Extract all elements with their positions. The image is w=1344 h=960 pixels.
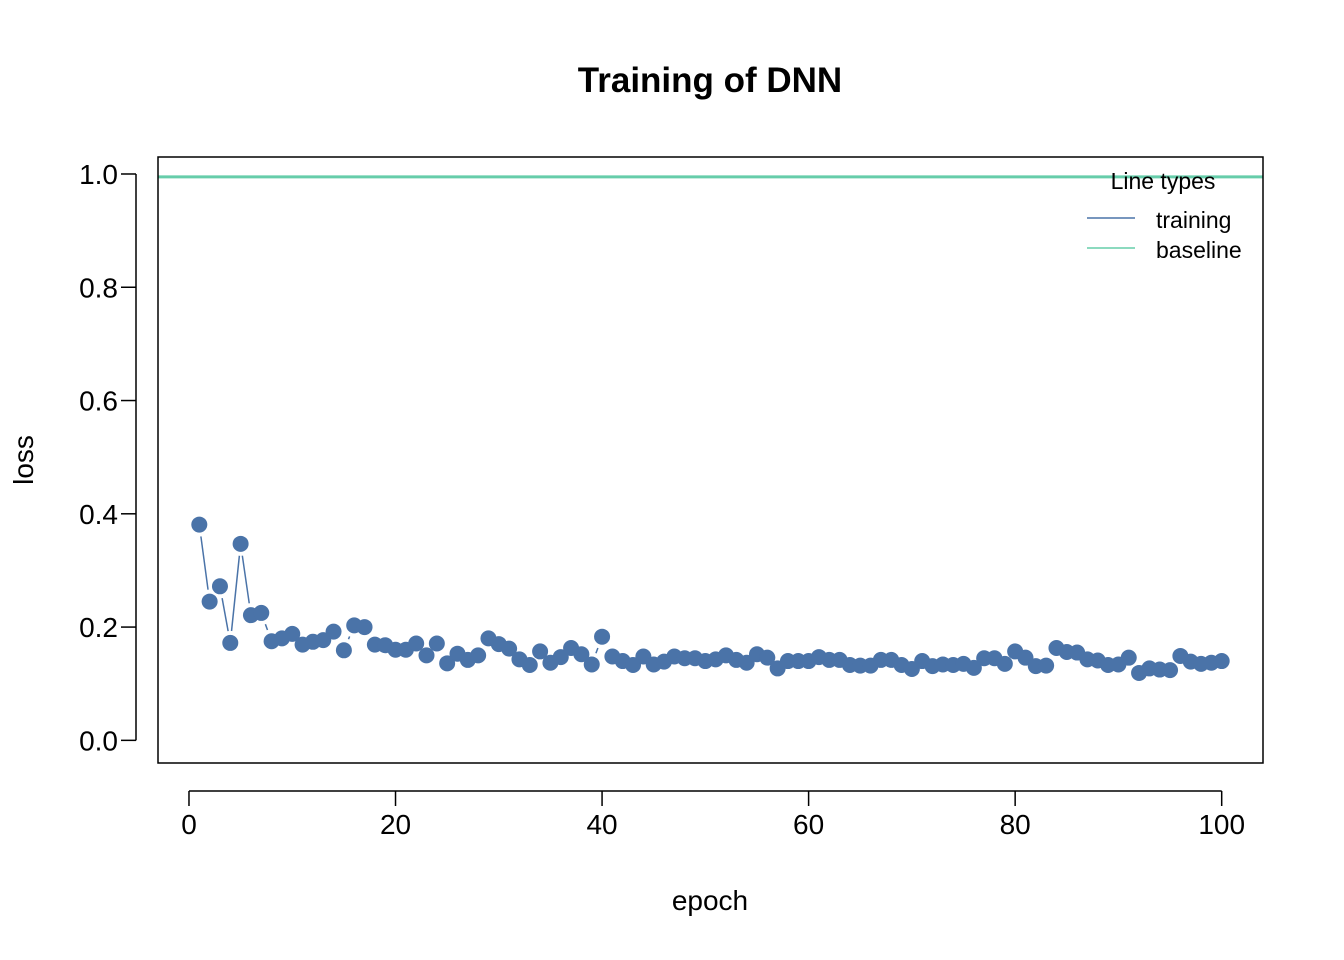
training-point [211, 578, 228, 595]
training-point [583, 656, 600, 673]
training-point [191, 516, 208, 533]
training-point [201, 593, 218, 610]
legend: Line types training baseline [1087, 168, 1242, 263]
training-point [532, 643, 549, 660]
training-point [552, 649, 569, 666]
training-point [356, 619, 373, 636]
y-tick-label: 0.0 [79, 725, 118, 756]
training-point [759, 649, 776, 666]
training-point [521, 657, 538, 674]
legend-title: Line types [1111, 168, 1216, 194]
training-point [439, 655, 456, 672]
training-point [253, 604, 270, 621]
y-tick-label: 0.6 [79, 386, 118, 417]
training-point [1162, 662, 1179, 679]
training-point [335, 642, 352, 659]
x-tick-label: 40 [586, 809, 617, 840]
chart-title: Training of DNN [578, 61, 842, 100]
y-tick-label: 0.8 [79, 272, 118, 303]
training-segment [595, 647, 599, 654]
y-tick-label: 1.0 [79, 159, 118, 190]
training-point [965, 659, 982, 676]
training-point [470, 647, 487, 664]
training-segment [200, 536, 209, 590]
training-point [594, 628, 611, 645]
training-point [232, 535, 249, 552]
x-tick-label: 100 [1198, 809, 1245, 840]
training-point [573, 646, 590, 663]
training-segment [221, 597, 229, 632]
x-axis-label: epoch [672, 885, 748, 916]
training-point [1120, 649, 1137, 666]
y-tick-label: 0.4 [79, 499, 118, 530]
x-tick-label: 0 [181, 809, 197, 840]
training-point [428, 635, 445, 652]
x-tick-label: 60 [793, 809, 824, 840]
training-point [996, 655, 1013, 672]
legend-label-training: training [1156, 207, 1231, 233]
training-segment [347, 636, 351, 640]
training-point [284, 625, 301, 642]
plot-area [158, 175, 1263, 681]
y-tick-label: 0.2 [79, 612, 118, 643]
y-axis-label: loss [8, 435, 39, 485]
training-point [501, 640, 518, 657]
training-point [222, 634, 239, 651]
training-segment [230, 555, 241, 632]
training-point [1038, 657, 1055, 674]
x-tick-label: 80 [1000, 809, 1031, 840]
x-tick-label: 20 [380, 809, 411, 840]
plot-frame [157, 156, 1264, 764]
training-point [418, 647, 435, 664]
axes: 0 20 40 60 80 100 0.0 0.2 0.4 0.6 0.8 1.0 [79, 159, 1245, 840]
training-point [408, 635, 425, 652]
training-segment [264, 623, 269, 631]
legend-label-baseline: baseline [1156, 237, 1242, 263]
training-point [1213, 653, 1230, 670]
training-point [325, 623, 342, 640]
training-segment [241, 555, 250, 604]
